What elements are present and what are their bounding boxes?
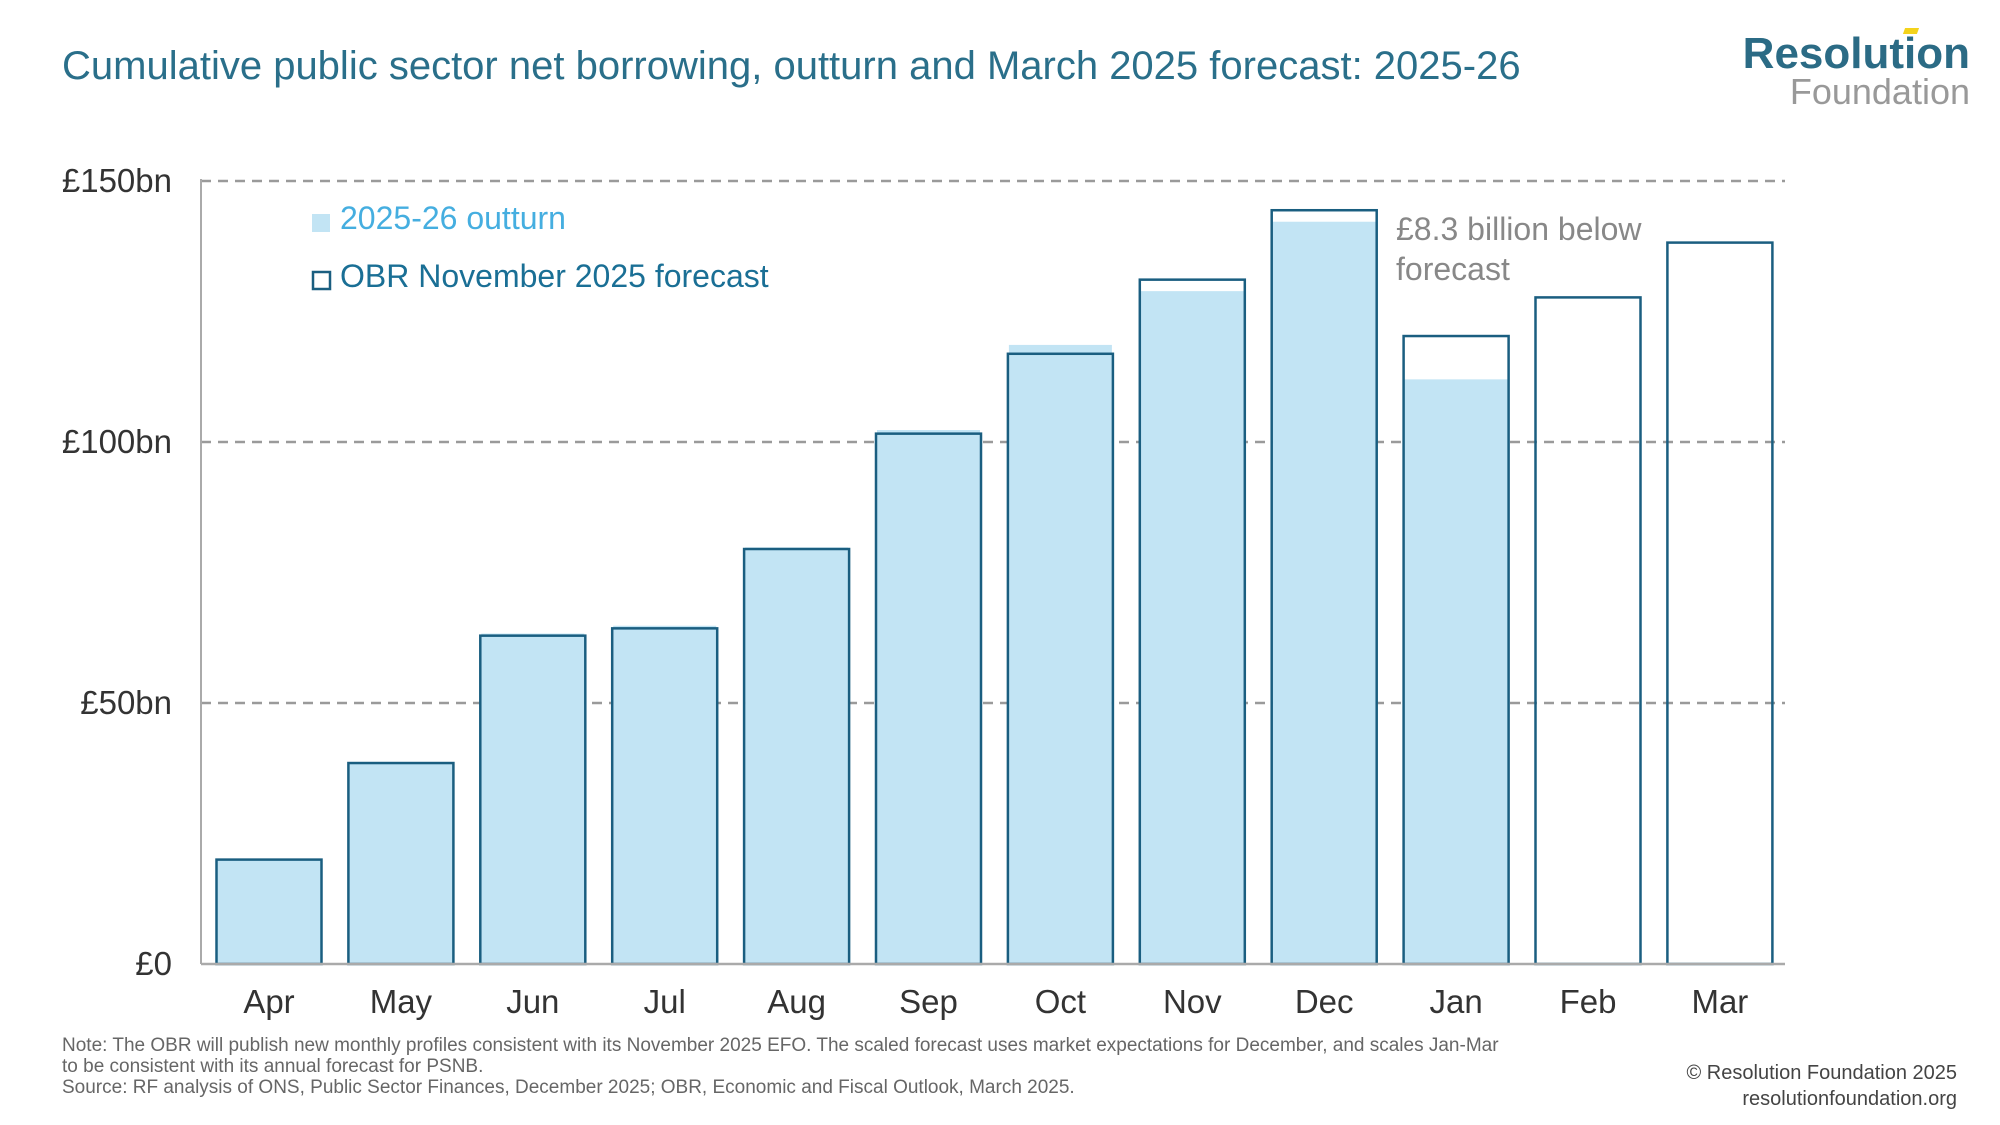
copyright: © Resolution Foundation 2025 resolutionf…	[1687, 1060, 1957, 1112]
x-tick-label: Apr	[243, 983, 294, 1020]
x-tick-label: Jul	[644, 983, 686, 1020]
outturn-bar	[1404, 379, 1508, 964]
y-tick-label: £0	[135, 945, 172, 982]
x-tick-label: Jun	[506, 983, 559, 1020]
legend-forecast-swatch	[311, 270, 332, 291]
outturn-bar	[1272, 221, 1376, 964]
resolution-foundation-logo: Resolution Foundation	[1742, 28, 1970, 112]
outturn-bar	[217, 859, 321, 964]
legend-forecast-label: OBR November 2025 forecast	[340, 258, 769, 294]
logo-line1: Resolution	[1742, 29, 1970, 78]
legend-outturn-label: 2025-26 outturn	[340, 200, 566, 236]
legend-outturn-swatch	[312, 214, 330, 232]
note-line: Note: The OBR will publish new monthly p…	[62, 1035, 1499, 1056]
outturn-bar	[481, 633, 585, 964]
x-tick-label: Feb	[1560, 983, 1617, 1020]
chart-title: Cumulative public sector net borrowing, …	[62, 44, 1521, 88]
notes: Note: The OBR will publish new monthly p…	[62, 1035, 1499, 1098]
x-tick-label: Sep	[899, 983, 958, 1020]
forecast-bar	[1666, 241, 1774, 966]
outturn-bar	[1140, 291, 1244, 965]
x-tick-label: May	[370, 983, 433, 1020]
x-tick-label: Dec	[1295, 983, 1354, 1020]
outturn-bar	[613, 625, 717, 964]
x-tick-label: Nov	[1163, 983, 1222, 1020]
forecast-bar	[1534, 296, 1642, 966]
website-link[interactable]: resolutionfoundation.org	[1742, 1088, 1957, 1110]
x-tick-label: Jan	[1429, 983, 1482, 1020]
x-tick-label: Oct	[1035, 983, 1086, 1020]
note-line: to be consistent with its annual forecas…	[62, 1056, 484, 1077]
x-tick-label: Aug	[767, 983, 826, 1020]
annotation-text: forecast	[1396, 251, 1510, 287]
logo-line2: Foundation	[1789, 71, 1970, 112]
outturn-bar	[745, 547, 849, 964]
x-tick-label: Mar	[1691, 983, 1748, 1020]
outturn-bar	[1008, 344, 1112, 965]
copyright-text: © Resolution Foundation 2025	[1686, 1062, 1957, 1084]
y-tick-label: £50bn	[80, 684, 172, 721]
outturn-bar	[349, 762, 453, 964]
annotation-text: £8.3 billion below	[1396, 211, 1642, 247]
outturn-bar	[877, 429, 980, 964]
y-tick-label: £150bn	[62, 162, 172, 199]
source-line: Source: RF analysis of ONS, Public Secto…	[62, 1077, 1075, 1098]
y-tick-label: £100bn	[62, 423, 172, 460]
